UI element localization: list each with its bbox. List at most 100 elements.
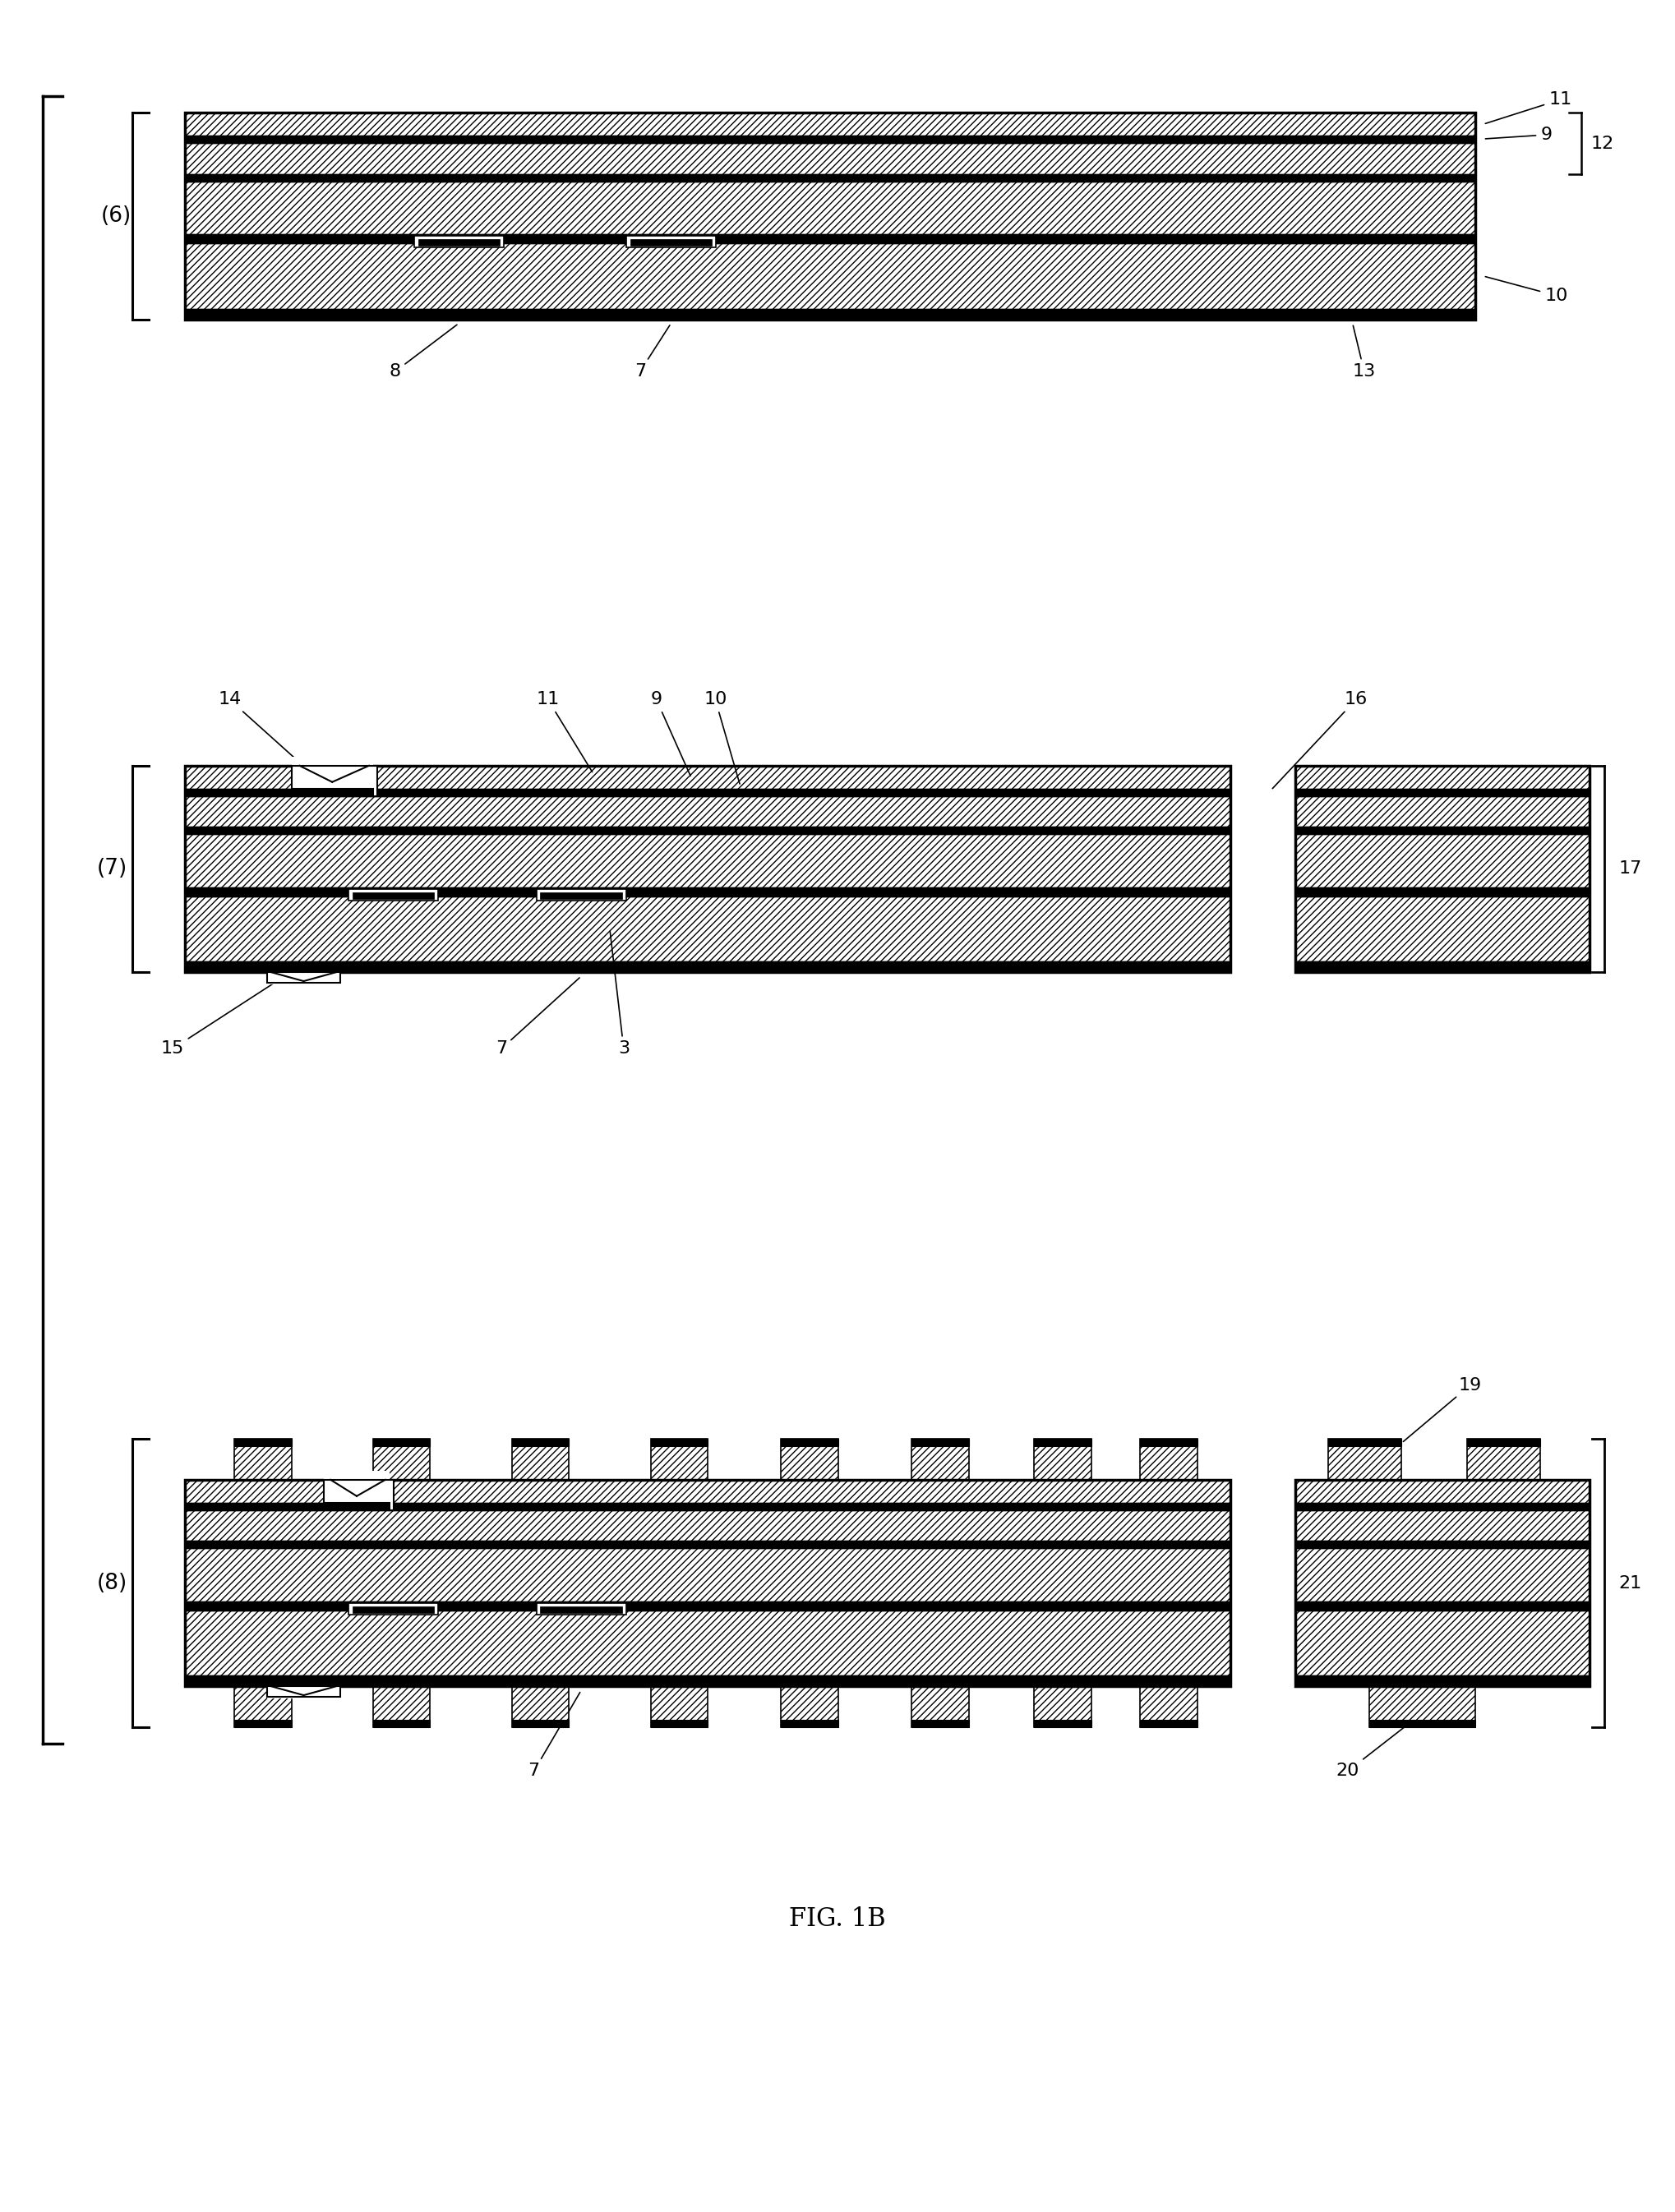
Text: 10: 10	[703, 692, 740, 783]
Bar	[1295, 787, 1590, 796]
Bar	[414, 237, 504, 248]
Bar	[1295, 827, 1590, 834]
Bar	[186, 1502, 1229, 1511]
Bar	[186, 175, 1476, 181]
Bar	[1295, 796, 1590, 827]
Bar	[626, 237, 715, 248]
Text: 16: 16	[1273, 692, 1367, 787]
Bar	[650, 1719, 709, 1728]
Bar	[1033, 1440, 1092, 1480]
Bar	[291, 757, 374, 787]
Bar	[1295, 896, 1590, 962]
Bar	[911, 1440, 968, 1480]
Bar	[1295, 1511, 1590, 1542]
Bar	[630, 239, 712, 246]
Bar	[374, 1440, 430, 1480]
Bar	[781, 1440, 838, 1480]
Bar	[235, 1719, 291, 1728]
Bar	[374, 1440, 430, 1447]
Bar	[1141, 1440, 1198, 1447]
Bar	[353, 891, 434, 898]
Bar	[186, 765, 1229, 787]
Text: 11: 11	[536, 692, 593, 772]
Bar	[186, 144, 1476, 175]
Bar	[911, 1686, 968, 1728]
Bar	[1295, 1480, 1590, 1502]
Bar	[1141, 1719, 1198, 1728]
Bar	[419, 239, 499, 246]
Polygon shape	[323, 1480, 394, 1511]
Bar	[1467, 1440, 1541, 1480]
Bar	[186, 1480, 1229, 1502]
Bar	[1295, 1548, 1590, 1601]
Bar	[781, 1719, 838, 1728]
Bar	[536, 889, 626, 900]
Bar	[186, 1511, 1229, 1542]
Text: 7: 7	[528, 1692, 580, 1778]
Bar	[186, 1548, 1229, 1601]
Bar	[186, 113, 1476, 135]
Bar	[186, 310, 1476, 319]
Bar	[1295, 765, 1590, 971]
Bar	[1295, 1610, 1590, 1677]
Bar	[186, 796, 1229, 827]
Bar	[1368, 1686, 1476, 1728]
Bar	[1141, 1440, 1198, 1480]
Bar	[536, 1604, 626, 1615]
Text: 3: 3	[610, 931, 630, 1057]
Bar	[186, 234, 1476, 243]
Text: 17: 17	[1618, 860, 1641, 878]
Bar	[235, 1686, 291, 1728]
Bar	[348, 889, 439, 900]
Bar	[650, 1440, 709, 1480]
Bar	[513, 1686, 570, 1728]
Bar	[1141, 1686, 1198, 1728]
Bar	[374, 1686, 430, 1728]
Bar	[186, 834, 1229, 887]
Text: 15: 15	[161, 978, 281, 1057]
Text: 19: 19	[1404, 1376, 1482, 1442]
Bar	[186, 181, 1476, 234]
Bar	[353, 1606, 434, 1613]
Text: (7): (7)	[97, 858, 127, 880]
Bar	[1033, 1686, 1092, 1728]
Text: 14: 14	[218, 692, 307, 768]
Bar	[513, 1440, 570, 1447]
Bar	[348, 1604, 439, 1615]
Bar	[1295, 1542, 1590, 1548]
Bar	[541, 891, 621, 898]
Bar	[781, 1440, 838, 1447]
Bar	[186, 243, 1476, 310]
Text: 21: 21	[1618, 1575, 1641, 1590]
Bar	[323, 1471, 389, 1502]
Polygon shape	[266, 971, 340, 982]
Bar	[186, 1480, 1229, 1686]
Bar	[1368, 1719, 1476, 1728]
Bar	[1295, 1502, 1590, 1511]
Text: 12: 12	[1591, 135, 1615, 153]
Bar	[513, 1440, 570, 1480]
Bar	[1295, 1677, 1590, 1686]
Bar	[186, 113, 1476, 319]
Text: 11: 11	[1486, 91, 1571, 124]
Text: 7: 7	[496, 978, 580, 1057]
Bar	[186, 1601, 1229, 1610]
Text: 9: 9	[650, 692, 690, 776]
Bar	[1295, 765, 1590, 787]
Bar	[1033, 1440, 1092, 1447]
Bar	[235, 1440, 291, 1447]
Bar	[186, 962, 1229, 971]
Polygon shape	[291, 765, 377, 796]
Text: 7: 7	[635, 325, 670, 380]
Bar	[266, 1686, 340, 1699]
Bar	[781, 1686, 838, 1728]
Bar	[186, 135, 1476, 144]
Text: (8): (8)	[97, 1573, 127, 1593]
Bar	[186, 887, 1229, 896]
Bar	[1033, 1719, 1092, 1728]
Bar	[186, 787, 1229, 796]
Bar	[1295, 1601, 1590, 1610]
Bar	[1295, 1480, 1590, 1686]
Bar	[186, 1677, 1229, 1686]
Bar	[186, 896, 1229, 962]
